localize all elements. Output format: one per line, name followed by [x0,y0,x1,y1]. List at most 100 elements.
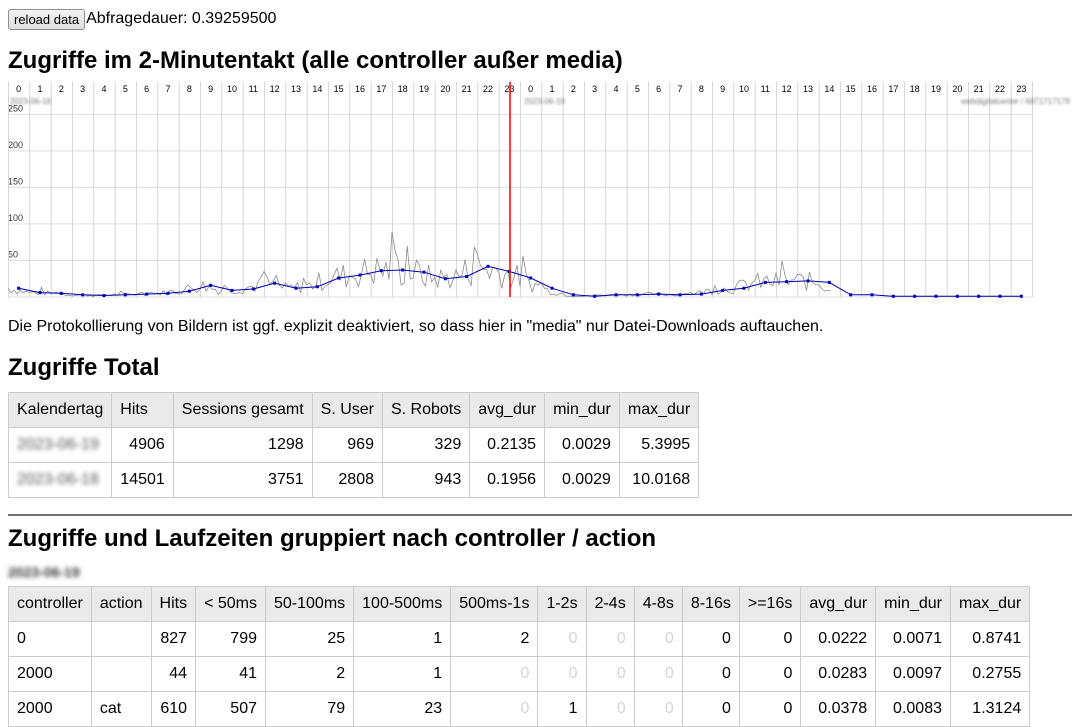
x-tick-label: 15 [334,84,344,94]
group-table: controller action Hits < 50ms 50-100ms 100-50… [8,586,1031,727]
x-tick-label: 22 [483,84,493,94]
table-cell: 0 [681,656,740,692]
average-point [38,291,42,295]
table-cell: 23 [353,691,452,727]
x-tick-label: 9 [208,84,213,94]
x-tick-label: 12 [782,84,792,94]
average-point [678,293,682,297]
x-tick-label: 21 [462,84,472,94]
x-tick-label: 13 [803,84,813,94]
average-point [550,286,554,290]
average-point [209,283,213,287]
x-tick-label: 20 [440,84,450,94]
average-point [742,286,746,290]
average-point [81,293,85,297]
table-cell: 14501 [111,462,174,498]
table-cell: 0.0071 [875,621,951,657]
table-cell: 0.0029 [544,462,620,498]
y-tick-label: 150 [8,176,23,186]
average-point [251,287,255,291]
average-point [571,293,575,297]
table-cell: 0 [633,621,683,657]
average-point [1019,294,1023,298]
table-cell: 969 [311,427,383,463]
x-tick-label: 17 [376,84,386,94]
total-table-row: 2023-06-19 4906 1298 969 329 0.2135 0.0029 5.39… [7,427,700,463]
x-tick-label: 4 [613,84,618,94]
table-cell: 10.0168 [618,462,700,498]
column-header: Hits [111,392,174,428]
average-point [870,293,874,297]
average-point [294,286,298,290]
column-header: controller [8,586,92,622]
column-header: max_dur [949,586,1031,622]
table-cell: 799 [195,621,266,657]
reload-data-button[interactable]: reload data [8,8,86,30]
table-cell: 0.1956 [469,462,546,498]
column-header: min_dur [544,392,620,428]
column-header: avg_dur [800,586,877,622]
x-tick-label: 14 [312,84,322,94]
x-tick-label: 1 [37,84,42,94]
x-tick-label: 8 [699,84,704,94]
section-divider [8,514,1072,516]
average-point [529,276,533,280]
table-cell: 0 [738,691,802,727]
access-chart: 50 100 150 200 250 0 1 2 3 4 5 6 7 8 9 10 11 12 13 14 15 16 17… [8,82,1072,302]
table-cell: 0.2755 [949,656,1031,692]
y-tick-label: 200 [8,140,23,150]
group-table-row: 2000 44 41 2 1 0 0 0 0 0 0 0.0283 0.0097 0.2755 [8,656,1031,692]
x-tick-label: 0 [16,84,21,94]
table-cell: 0.0097 [875,656,951,692]
average-point [635,293,639,297]
average-point [913,294,917,298]
column-header: 2-4s [585,586,635,622]
table-cell: 2000 [8,656,92,692]
average-point [699,292,703,296]
chart-date-label: 2023-06-19 [524,97,565,106]
x-tick-label: 10 [227,84,237,94]
column-header: Kalendertag [7,392,113,428]
x-tick-label: 1 [549,84,554,94]
table-cell: 610 [150,691,197,727]
table-cell: 2808 [311,462,383,498]
group-section-title: Zugriffe und Laufzeiten gruppiert nach c… [8,525,657,552]
table-cell: 44 [150,656,197,692]
average-point [273,281,277,285]
y-tick-label: 250 [8,103,23,113]
table-cell: 25 [264,621,355,657]
average-point [998,294,1002,298]
table-cell: 2000 [8,691,92,727]
table-cell: 5.3995 [618,427,700,463]
x-tick-label: 20 [952,84,962,94]
average-point [166,291,170,295]
x-tick-label: 17 [888,84,898,94]
media-note: Die Protokollierung von Bildern ist ggf.… [8,318,824,335]
x-tick-label: 5 [635,84,640,94]
table-cell: 0 [633,656,683,692]
group-table-row: 2000 cat 610 507 79 23 0 1 0 0 0 0 0.0378 0.0083 1.312… [8,691,1031,727]
raw-series-line [8,231,831,297]
average-point [315,285,319,289]
average-point [657,292,661,296]
average-point [465,275,469,279]
group-table-row: 0 827 799 25 1 2 0 0 0 0 0 0.0222 0.0071 0.8741 [8,621,1031,657]
x-tick-label: 16 [867,84,877,94]
column-header: Sessions gesamt [172,392,313,428]
x-tick-label: 13 [291,84,301,94]
query-duration-text: Abfragedauer: 0.39259500 [86,10,277,27]
table-cell: 0 [450,691,539,727]
table-cell: 4906 [111,427,174,463]
total-table: Kalendertag Hits Sessions gesamt S. User S. … [7,392,700,498]
column-header: Hits [150,586,197,622]
x-tick-label: 14 [824,84,834,94]
y-tick-label: 50 [8,249,18,259]
table-cell: cat [90,691,152,727]
table-cell: 41 [195,656,266,692]
table-cell: 1298 [172,427,313,463]
column-header: S. Robots [381,392,471,428]
table-cell: 1 [353,656,452,692]
table-cell: 0 [585,656,635,692]
table-cell: 0 [585,691,635,727]
average-point [379,269,383,273]
